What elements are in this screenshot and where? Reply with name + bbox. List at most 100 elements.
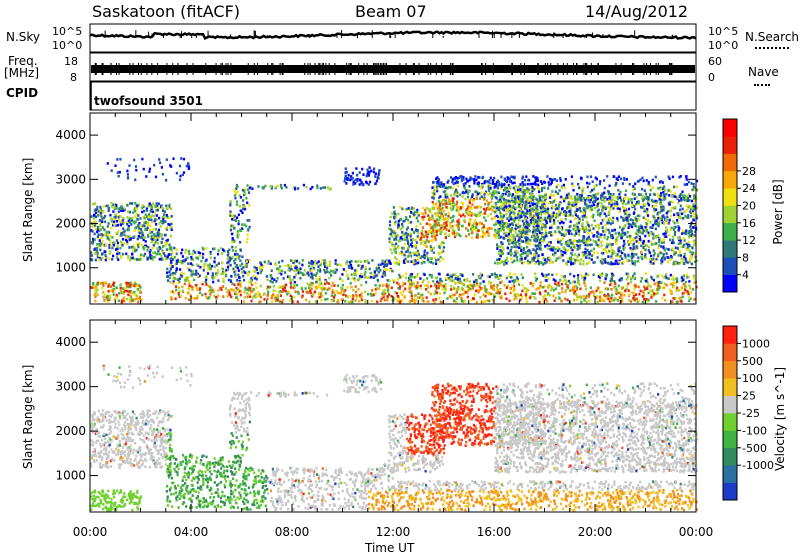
power-cell: [676, 277, 678, 280]
power-cell: [595, 290, 597, 293]
power-cell: [355, 285, 357, 288]
power-cell: [527, 190, 529, 193]
power-cell: [92, 203, 94, 206]
power-cell: [144, 217, 146, 220]
power-cell: [210, 268, 212, 271]
power-cell: [430, 229, 432, 232]
power-cell: [91, 230, 93, 233]
power-cell: [287, 269, 289, 272]
power-cell: [658, 281, 660, 284]
power-cell: [499, 246, 501, 249]
power-cell: [147, 224, 149, 227]
power-cell: [421, 212, 423, 215]
power-cell: [642, 195, 644, 198]
power-cell: [115, 296, 117, 299]
power-cell: [612, 229, 614, 232]
power-cell: [433, 251, 435, 254]
power-cell: [409, 277, 411, 280]
power-cell: [127, 255, 129, 258]
power-cell: [360, 267, 362, 270]
power-cell: [138, 225, 140, 228]
power-cell: [369, 181, 371, 184]
power-cell: [395, 238, 397, 241]
power-cell: [661, 210, 663, 213]
power-cell: [628, 299, 630, 302]
power-cell: [286, 293, 288, 296]
power-cell: [148, 218, 150, 221]
power-cell: [283, 289, 285, 292]
power-cell: [127, 235, 129, 238]
power-cell: [389, 224, 391, 227]
power-cell: [518, 283, 520, 286]
power-cell: [407, 260, 409, 263]
power-cell: [240, 209, 242, 212]
power-cell: [247, 274, 249, 277]
power-cell: [378, 171, 380, 174]
power-cell: [382, 284, 384, 287]
power-cell: [126, 290, 128, 293]
power-cell: [458, 177, 460, 180]
power-cell: [432, 217, 434, 220]
power-cell: [111, 218, 113, 221]
power-cell: [274, 290, 276, 293]
power-cell: [500, 206, 502, 209]
power-cell: [421, 294, 423, 297]
power-cell: [688, 296, 690, 299]
power-cell: [428, 219, 430, 222]
power-cell: [248, 293, 250, 296]
power-cell: [129, 284, 131, 287]
power-cell: [514, 176, 516, 179]
power-cell: [390, 216, 392, 219]
power-cell: [497, 289, 499, 292]
power-cell: [210, 256, 212, 259]
power-cell: [402, 220, 404, 223]
power-cell: [499, 211, 501, 214]
power-cell: [365, 301, 367, 304]
power-cell: [346, 273, 348, 276]
power-cell: [195, 271, 197, 274]
power-cell: [236, 203, 238, 206]
power-cell: [152, 202, 154, 205]
power-cell: [599, 291, 601, 294]
power-cell: [298, 268, 300, 271]
power-cell: [237, 274, 239, 277]
power-cell: [626, 236, 628, 239]
power-cell: [505, 262, 507, 265]
power-cell: [545, 290, 547, 293]
power-cell: [500, 215, 502, 218]
power-cell: [467, 196, 469, 199]
power-cell: [117, 224, 119, 227]
power-cell: [614, 297, 616, 300]
power-cell: [545, 235, 547, 238]
power-cell: [426, 255, 428, 258]
velocity-colorbar-swatch: [723, 448, 737, 466]
power-cell: [94, 209, 96, 212]
power-cell: [161, 166, 163, 169]
power-cell: [538, 287, 540, 290]
power-cell: [213, 260, 215, 263]
power-cell: [525, 293, 527, 296]
power-cell: [683, 256, 685, 259]
power-cell: [112, 210, 114, 213]
power-cell: [249, 226, 251, 229]
power-cell: [471, 236, 473, 239]
power-cell: [356, 174, 358, 177]
power-cell: [685, 285, 687, 288]
power-cell: [605, 215, 607, 218]
power-cell: [355, 167, 357, 170]
power-cell: [435, 238, 437, 241]
power-cell: [506, 187, 508, 190]
power-cell: [314, 263, 316, 266]
power-cell: [197, 257, 199, 260]
power-cell: [133, 159, 135, 162]
power-cell: [456, 291, 458, 294]
power-cell: [463, 283, 465, 286]
power-cell: [101, 220, 103, 223]
power-cell: [110, 289, 112, 292]
power-cell: [475, 229, 477, 232]
power-cell: [470, 178, 472, 181]
power-cell: [343, 268, 345, 271]
power-cell: [257, 272, 259, 275]
power-cell: [614, 229, 616, 232]
power-cell: [167, 239, 169, 242]
